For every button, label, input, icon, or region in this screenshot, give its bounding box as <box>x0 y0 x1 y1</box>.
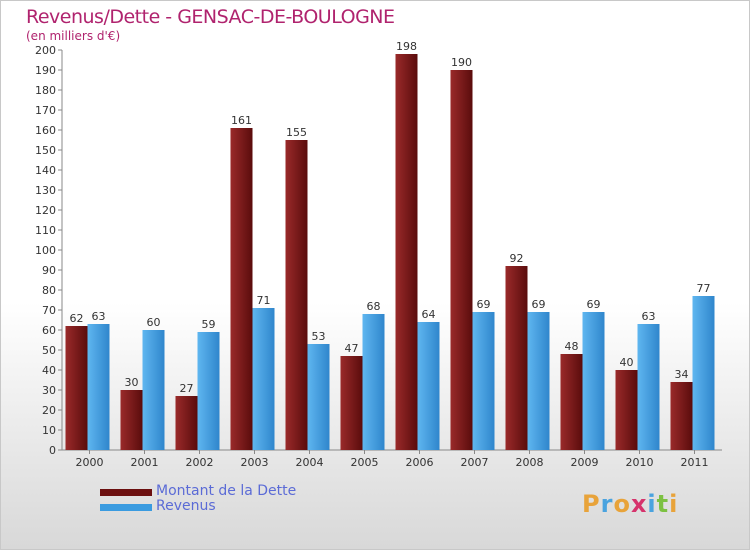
logo-letter: r <box>600 490 614 518</box>
bar-revenus <box>527 312 550 450</box>
bar-dette <box>340 356 363 450</box>
logo-letter: o <box>613 490 631 518</box>
data-label: 63 <box>642 310 656 323</box>
x-tick-label: 2002 <box>186 456 214 469</box>
y-tick-label: 170 <box>35 104 56 117</box>
legend-swatch-dette <box>100 489 152 496</box>
y-tick-label: 200 <box>35 44 56 57</box>
y-tick-label: 120 <box>35 204 56 217</box>
data-label: 69 <box>477 298 491 311</box>
bar-dette <box>120 390 143 450</box>
x-tick-label: 2007 <box>461 456 489 469</box>
bar-revenus <box>307 344 330 450</box>
legend-item-revenus: Revenus <box>100 498 300 516</box>
y-tick-label: 150 <box>35 144 56 157</box>
x-tick-label: 2011 <box>681 456 709 469</box>
data-label: 48 <box>565 340 579 353</box>
y-tick-label: 140 <box>35 164 56 177</box>
logo-letter: P <box>582 490 601 518</box>
data-label: 68 <box>367 300 381 313</box>
bar-revenus <box>142 330 165 450</box>
chart-subtitle: (en milliers d'€) <box>26 29 121 43</box>
legend-item-dette: Montant de la Dette <box>100 483 300 501</box>
data-label: 77 <box>697 282 711 295</box>
y-tick-label: 160 <box>35 124 56 137</box>
logo-letter: x <box>630 490 648 518</box>
bar-dette <box>230 128 253 450</box>
data-label: 71 <box>257 294 271 307</box>
y-tick-label: 100 <box>35 244 56 257</box>
y-tick-label: 0 <box>49 444 56 457</box>
y-tick-label: 10 <box>42 424 56 437</box>
legend-swatch-revenus <box>100 504 152 511</box>
logo-letter: i <box>669 490 679 518</box>
data-label: 64 <box>422 308 436 321</box>
bar-revenus <box>692 296 715 450</box>
data-label: 60 <box>147 316 161 329</box>
y-tick-label: 30 <box>42 384 56 397</box>
bar-dette <box>615 370 638 450</box>
data-label: 198 <box>396 40 417 53</box>
chart-title: Revenus/Dette - GENSAC-DE-BOULOGNE <box>26 6 395 28</box>
data-label: 190 <box>451 56 472 69</box>
data-label: 30 <box>125 376 139 389</box>
y-tick-label: 190 <box>35 64 56 77</box>
y-tick-label: 90 <box>42 264 56 277</box>
bar-dette <box>670 382 693 450</box>
data-label: 53 <box>312 330 326 343</box>
x-tick-label: 2005 <box>351 456 379 469</box>
bar-revenus <box>197 332 220 450</box>
bar-revenus <box>252 308 275 450</box>
data-label: 40 <box>620 356 634 369</box>
bar-dette <box>450 70 473 450</box>
data-label: 27 <box>180 382 194 395</box>
y-tick-label: 50 <box>42 344 56 357</box>
bar-dette <box>175 396 198 450</box>
data-label: 34 <box>675 368 689 381</box>
legend-label-dette: Montant de la Dette <box>156 483 297 499</box>
x-tick-label: 2006 <box>406 456 434 469</box>
x-tick-label: 2003 <box>241 456 269 469</box>
logo-letter: t <box>656 490 670 518</box>
x-tick-label: 2009 <box>571 456 599 469</box>
y-tick-label: 70 <box>42 304 56 317</box>
data-label: 69 <box>587 298 601 311</box>
y-tick-label: 60 <box>42 324 56 337</box>
y-tick-label: 180 <box>35 84 56 97</box>
x-tick-label: 2004 <box>296 456 324 469</box>
legend-label-revenus: Revenus <box>156 498 216 514</box>
bar-dette <box>65 326 88 450</box>
proxiti-logo: Proxiti <box>582 490 678 518</box>
bar-revenus <box>362 314 385 450</box>
y-tick-label: 40 <box>42 364 56 377</box>
x-tick-label: 2000 <box>76 456 104 469</box>
data-label: 161 <box>231 114 252 127</box>
y-tick-label: 110 <box>35 224 56 237</box>
y-tick-label: 80 <box>42 284 56 297</box>
x-tick-label: 2008 <box>516 456 544 469</box>
data-label: 92 <box>510 252 524 265</box>
bar-dette <box>560 354 583 450</box>
x-tick-label: 2001 <box>131 456 159 469</box>
bar-revenus <box>472 312 495 450</box>
data-label: 47 <box>345 342 359 355</box>
logo-letter: i <box>647 490 657 518</box>
data-label: 63 <box>92 310 106 323</box>
x-tick-label: 2010 <box>626 456 654 469</box>
y-tick-label: 130 <box>35 184 56 197</box>
bar-dette <box>505 266 528 450</box>
data-label: 59 <box>202 318 216 331</box>
data-label: 155 <box>286 126 307 139</box>
data-label: 62 <box>70 312 84 325</box>
bar-revenus <box>637 324 660 450</box>
bar-revenus <box>87 324 110 450</box>
y-tick-label: 20 <box>42 404 56 417</box>
bar-dette <box>395 54 418 450</box>
bar-revenus <box>582 312 605 450</box>
bar-revenus <box>417 322 440 450</box>
data-label: 69 <box>532 298 546 311</box>
bar-dette <box>285 140 308 450</box>
